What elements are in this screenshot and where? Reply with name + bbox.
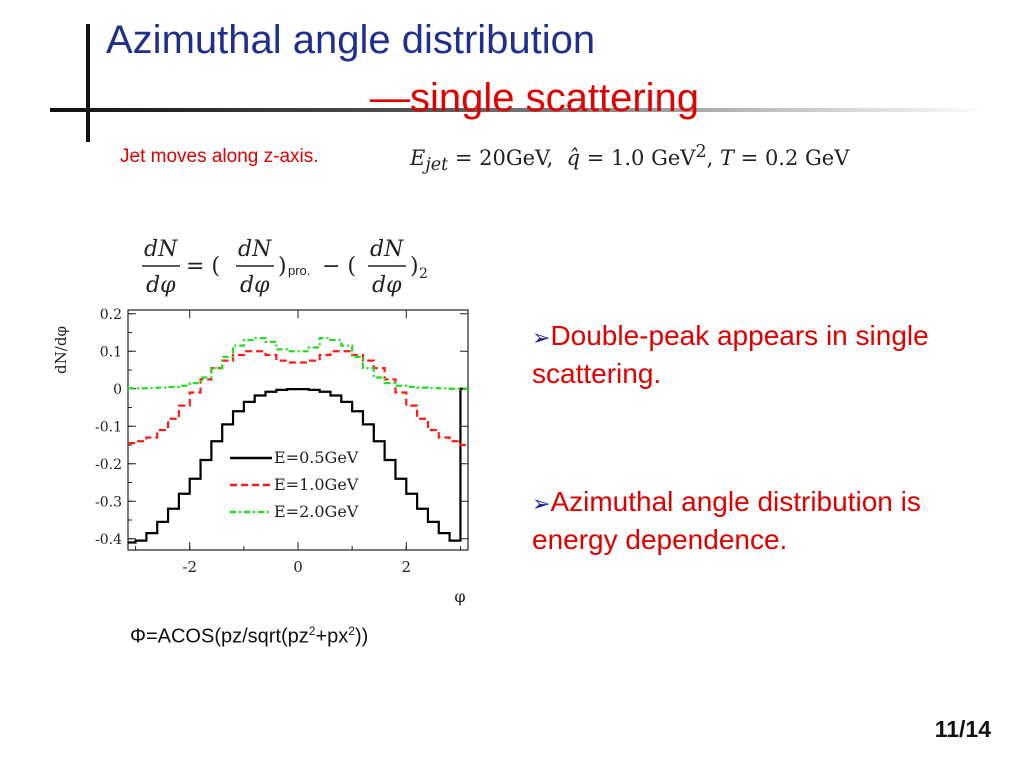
legend-label: E=0.5GeV bbox=[274, 448, 359, 467]
bullet-arrow-icon: ➢ bbox=[532, 325, 551, 350]
formula-numerator-2: dN bbox=[238, 237, 272, 262]
bullet-text: Double-peak appears in single scattering… bbox=[532, 320, 929, 389]
qhat-value: = 1.0 bbox=[586, 146, 645, 170]
formula-denominator-2: dφ bbox=[240, 273, 270, 298]
series-line-1 bbox=[128, 387, 468, 544]
formula-denominator-1: dφ bbox=[146, 273, 176, 298]
bullet-arrow-icon: ➢ bbox=[532, 491, 551, 516]
x-axis-label: φ bbox=[454, 587, 465, 606]
series-line-2 bbox=[128, 350, 468, 447]
svg-text:− (: − ( bbox=[322, 254, 356, 279]
legend-label: E=2.0GeV bbox=[274, 502, 359, 521]
x-tick-label: 2 bbox=[402, 558, 412, 576]
y-tick-label: -0.2 bbox=[95, 457, 122, 473]
phi-definition: Φ=ACOS(pz/sqrt(pz2+px2)) bbox=[130, 624, 369, 648]
temperature-value: = 0.2 GeV bbox=[740, 146, 850, 170]
formula-close: ) bbox=[410, 254, 419, 279]
slide-decor-horizontal-rule bbox=[50, 108, 990, 112]
formula-numerator-1: dN bbox=[144, 237, 178, 262]
y-tick-label: 0.1 bbox=[100, 344, 122, 360]
formula-subscript-pro: pro. bbox=[288, 263, 310, 278]
legend-label: E=1.0GeV bbox=[274, 475, 359, 494]
jet-parameters: Ejet = 20GeV, q̂ = 1.0 GeV2, T = 0.2 GeV bbox=[410, 142, 850, 176]
formula-equals: = ( bbox=[186, 254, 220, 279]
y-tick-label: 0.2 bbox=[100, 307, 122, 323]
y-axis-label: dN/dφ bbox=[52, 326, 70, 374]
chart-plot-area: 0.2 0.1 0 -0.1 -0.2 -0.3 -0.4 -2 0 2 φ dN/dφ E=0.5Ge… bbox=[52, 307, 469, 606]
bullet-energy-dependence: ➢Azimuthal angle distribution is energy … bbox=[532, 484, 1002, 558]
distribution-formula: dN dφ = ( dN dφ ) pro. − ( dN dφ ) 2 bbox=[142, 237, 428, 298]
bullet-text: Azimuthal angle distribution is energy d… bbox=[532, 486, 921, 555]
y-tick-label: -0.3 bbox=[95, 494, 122, 510]
formula-denominator-3: dφ bbox=[372, 273, 402, 298]
series-line-3 bbox=[128, 337, 468, 390]
formula-numerator-3: dN bbox=[370, 237, 404, 262]
azimuthal-distribution-chart: 0.2 0.1 0 -0.1 -0.2 -0.3 -0.4 -2 0 2 φ dN/dφ E=0.5Ge… bbox=[52, 307, 469, 606]
slide-subtitle: —single scattering bbox=[370, 76, 700, 120]
x-tick-label: 0 bbox=[293, 558, 303, 576]
slide-decor-vertical-line bbox=[86, 24, 90, 142]
jet-direction-note: Jet moves along z-axis. bbox=[120, 146, 319, 167]
qhat-unit: GeV bbox=[651, 146, 696, 170]
formula-subscript-2: 2 bbox=[419, 266, 428, 282]
y-tick-label: -0.4 bbox=[95, 532, 122, 548]
page-number: 11/14 bbox=[934, 716, 991, 742]
svg-text:): ) bbox=[278, 254, 287, 279]
ejet-value: = 20GeV, bbox=[454, 146, 554, 170]
bullet-double-peak: ➢Double-peak appears in single scatterin… bbox=[532, 318, 1002, 392]
y-tick-label: 0 bbox=[113, 382, 122, 398]
x-tick-label: -2 bbox=[182, 558, 197, 576]
y-tick-label: -0.1 bbox=[95, 419, 122, 435]
slide-title: Azimuthal angle distribution bbox=[106, 18, 596, 62]
